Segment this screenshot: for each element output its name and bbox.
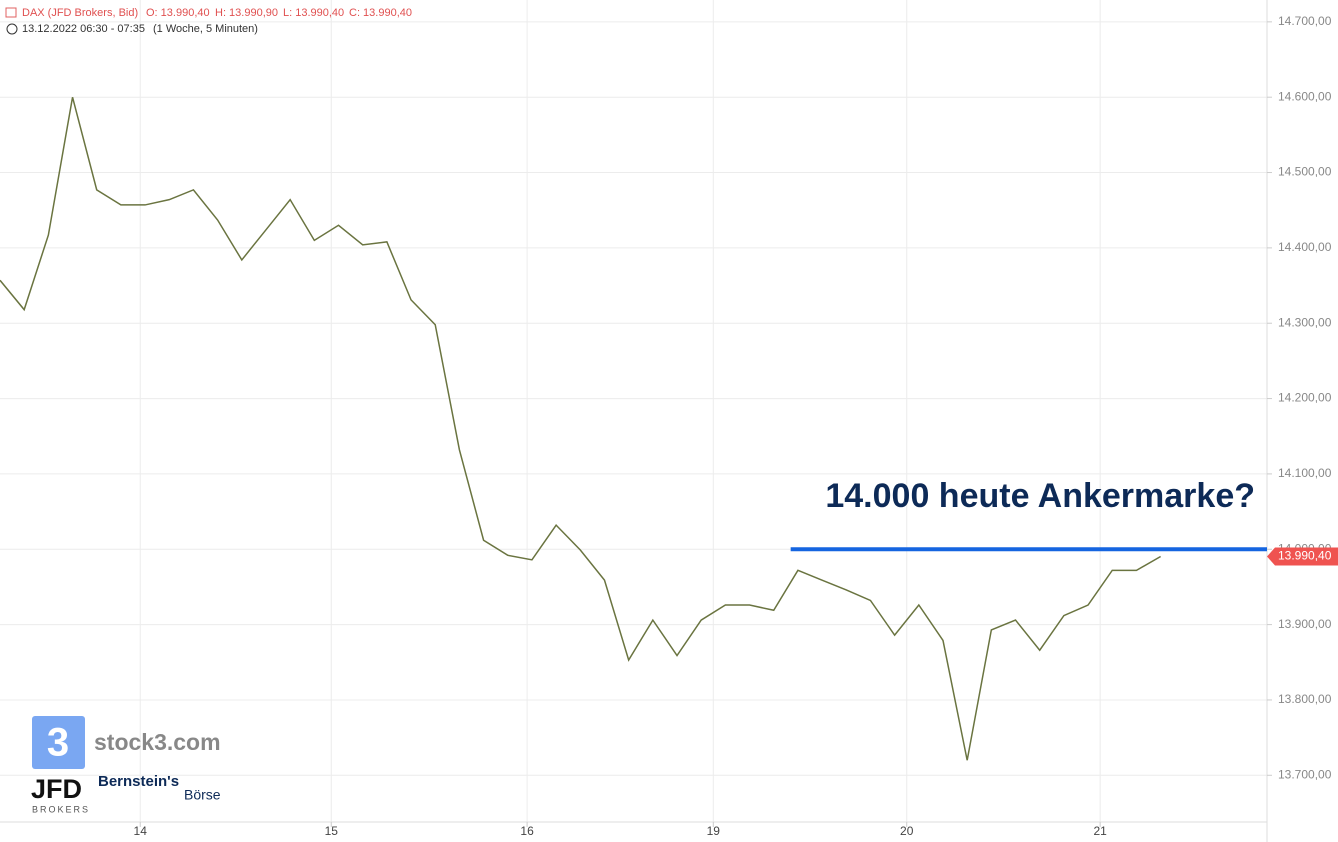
x-tick-label: 20	[900, 824, 914, 838]
period: (1 Woche, 5 Minuten)	[153, 23, 258, 35]
price-line	[0, 97, 1161, 761]
y-tick-label: 14.600,00	[1278, 89, 1332, 103]
stock3-icon	[32, 716, 85, 769]
jfd-logo: JFD	[31, 774, 82, 804]
instrument: DAX (JFD Brokers, Bid)	[22, 7, 138, 19]
chart-icon	[5, 7, 17, 18]
logos: 3 stock3.com JFD BROKERS Bernstein's Bör…	[31, 716, 221, 814]
clock-icon	[6, 23, 18, 35]
annotation: 14.000 heute Ankermarke?	[825, 477, 1255, 515]
high: H: 13.990,90	[215, 7, 278, 19]
y-tick-label: 13.800,00	[1278, 692, 1332, 706]
low: L: 13.990,40	[283, 7, 344, 19]
price-tag-label: 13.990,40	[1278, 549, 1332, 563]
stock3-icon-text: 3	[47, 721, 69, 765]
price-tag	[1267, 547, 1338, 566]
stock3-logo: stock3.com	[94, 729, 221, 755]
y-tick-label: 14.300,00	[1278, 315, 1332, 329]
range: 13.12.2022 06:30 - 07:35	[22, 23, 145, 35]
y-tick-label: 14.200,00	[1278, 391, 1332, 405]
bernstein-logo: Bernstein's	[98, 773, 179, 790]
x-tick-label: 19	[707, 824, 721, 838]
y-tick-label: 13.900,00	[1278, 617, 1332, 631]
y-tick-label: 14.400,00	[1278, 240, 1332, 254]
grid	[0, 0, 1267, 822]
boerse-logo: Börse	[184, 787, 221, 803]
y-tick-label: 14.700,00	[1278, 14, 1332, 28]
open: O: 13.990,40	[146, 7, 210, 19]
jfd-sub: BROKERS	[32, 804, 90, 814]
x-tick-label: 21	[1093, 824, 1107, 838]
x-tick-label: 14	[134, 824, 148, 838]
marks	[0, 97, 1161, 761]
y-tick-label: 14.500,00	[1278, 165, 1332, 179]
y-tick-label: 14.100,00	[1278, 466, 1332, 480]
close: C: 13.990,40	[349, 7, 412, 19]
header: DAX (JFD Brokers, Bid) O: 13.990,40 H: 1…	[5, 7, 412, 35]
x-tick-label: 15	[325, 824, 339, 838]
y-tick-label: 13.700,00	[1278, 767, 1332, 781]
x-tick-label: 16	[520, 824, 534, 838]
